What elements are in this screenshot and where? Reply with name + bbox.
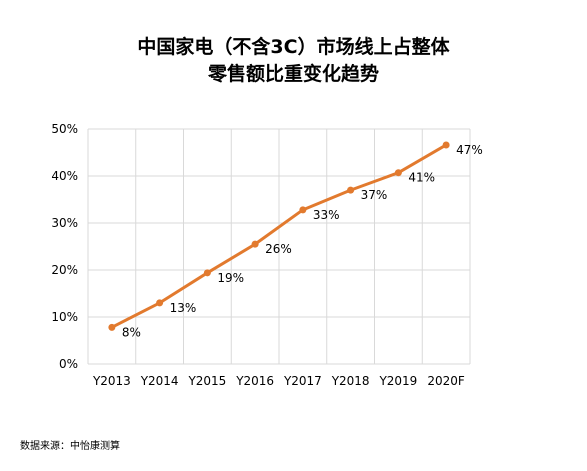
x-tick-label: Y2014 — [140, 374, 179, 388]
y-tick-label: 40% — [51, 169, 78, 183]
y-tick-label: 20% — [51, 263, 78, 277]
data-label: 47% — [456, 143, 483, 157]
data-point — [394, 169, 402, 177]
x-tick-label: Y2013 — [92, 374, 131, 388]
series-line — [110, 143, 448, 329]
y-tick-label: 30% — [51, 216, 78, 230]
data-label: 37% — [361, 188, 388, 202]
x-tick-label: 2020F — [427, 374, 465, 388]
x-tick-label: Y2017 — [283, 374, 322, 388]
chart-title: 中国家电（不含3C）市场线上占整体 零售额比重变化趋势 — [0, 34, 587, 88]
chart-title-line-1: 中国家电（不含3C）市场线上占整体 — [137, 36, 450, 58]
x-tick-label: Y2019 — [378, 374, 417, 388]
y-tick-label: 50% — [51, 122, 78, 136]
data-point — [442, 141, 450, 149]
data-label: 8% — [122, 325, 141, 339]
source-note: 数据来源：中怡康测算 — [20, 441, 120, 452]
data-point — [156, 299, 164, 307]
y-tick-label: 0% — [59, 357, 78, 371]
x-tick-label: Y2018 — [331, 374, 370, 388]
data-point — [251, 240, 259, 248]
data-label: 33% — [313, 208, 340, 222]
x-tick-label: Y2016 — [235, 374, 274, 388]
data-point — [299, 206, 307, 214]
data-point — [347, 186, 355, 194]
data-point — [108, 323, 116, 331]
data-label: 26% — [265, 242, 292, 256]
chart-title-line-2: 零售额比重变化趋势 — [207, 63, 379, 85]
data-label: 13% — [170, 301, 197, 315]
x-tick-label: Y2015 — [187, 374, 226, 388]
y-tick-label: 10% — [51, 310, 78, 324]
data-point — [203, 269, 211, 277]
data-label: 41% — [408, 171, 435, 185]
data-label: 19% — [217, 271, 244, 285]
